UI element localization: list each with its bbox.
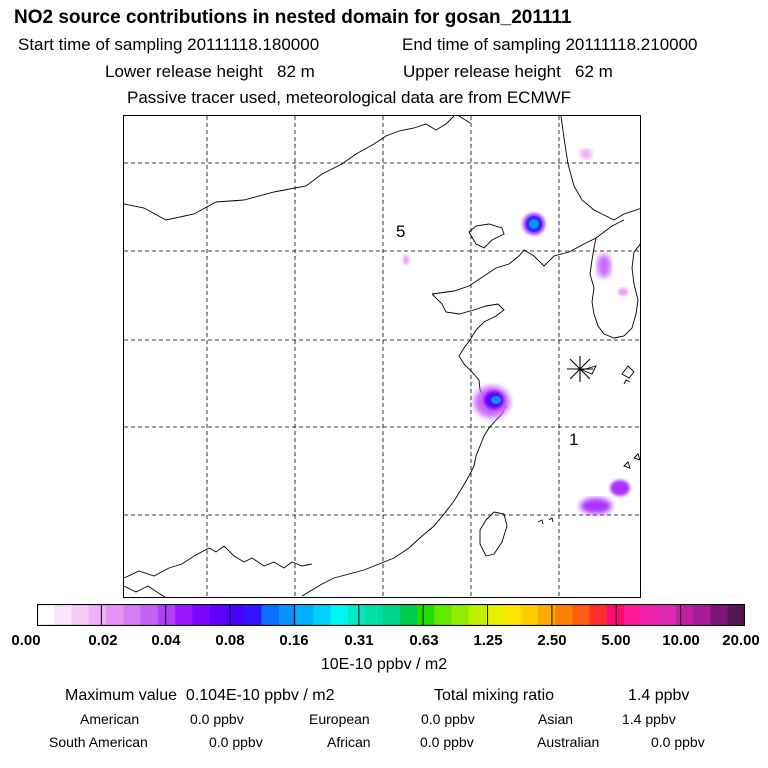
colorbar-swatch <box>88 604 107 626</box>
region-name-american: American <box>80 711 140 727</box>
colorbar-swatch <box>175 604 194 626</box>
colorbar-swatch <box>365 604 383 626</box>
colorbar-swatch <box>37 604 55 626</box>
concentration-plumes <box>403 149 630 514</box>
colorbar-swatch <box>382 604 401 626</box>
colorbar <box>37 604 745 626</box>
colorbar-swatch <box>226 604 245 626</box>
map-label-1: 1 <box>569 430 579 449</box>
colorbar-tick-5: 0.31 <box>344 632 374 649</box>
colorbar-swatch <box>347 604 366 626</box>
colorbar-swatch <box>209 604 228 626</box>
colorbar-swatch <box>157 604 176 626</box>
colorbar-tick-2: 0.04 <box>151 632 181 649</box>
colorbar-tick-8: 2.50 <box>537 632 567 649</box>
maximum-value-label: Maximum value 0.104E-10 ppbv / m2 <box>65 687 335 704</box>
region-name-south-american: South American <box>49 734 148 750</box>
region-value-asian: 1.4 ppbv <box>622 711 676 727</box>
map-coastlines <box>124 116 640 597</box>
end-time-label: End time of sampling 20111118.210000 <box>402 35 698 54</box>
colorbar-swatch <box>658 604 677 626</box>
region-name-asian: Asian <box>538 711 574 727</box>
colorbar-swatch <box>71 604 90 626</box>
colorbar-tick-10: 10.00 <box>662 632 700 649</box>
map-canvas <box>124 116 640 597</box>
start-time-label: Start time of sampling 20111118.180000 <box>18 35 320 54</box>
colorbar-swatch <box>641 604 660 626</box>
plume-korea-south <box>618 288 628 296</box>
colorbar-swatch <box>296 604 314 626</box>
colorbar-swatch <box>434 604 453 626</box>
colorbar-swatch <box>399 604 418 626</box>
colorbar-swatch <box>520 604 539 626</box>
colorbar-swatch <box>330 604 349 626</box>
plume-north <box>580 149 592 159</box>
map-label-5: 5 <box>396 222 406 241</box>
tracer-note: Passive tracer used, meteorological data… <box>127 88 572 107</box>
colorbar-swatch <box>675 604 694 626</box>
colorbar-tick-1: 0.02 <box>88 632 118 649</box>
region-value-european: 0.0 ppbv <box>421 711 475 727</box>
colorbar-tick-3: 0.08 <box>215 632 245 649</box>
colorbar-swatches <box>37 604 745 626</box>
total-mixing-ratio-value: 1.4 ppbv <box>628 687 690 704</box>
colorbar-swatch <box>106 604 124 626</box>
colorbar-swatch <box>727 604 745 626</box>
colorbar-swatch <box>555 604 573 626</box>
colorbar-tick-6: 0.63 <box>409 632 439 649</box>
region-name-african: African <box>327 734 371 750</box>
lower-release-height-label: Lower release height 82 m <box>105 62 315 81</box>
colorbar-swatch <box>261 604 280 626</box>
map-gridlines <box>124 116 640 597</box>
colorbar-swatch <box>416 604 435 626</box>
colorbar-swatch <box>537 604 556 626</box>
colorbar-tick-0: 0.00 <box>11 632 41 649</box>
plume-shanghai-core <box>491 396 501 404</box>
region-value-american: 0.0 ppbv <box>190 711 244 727</box>
colorbar-swatch <box>123 604 142 626</box>
page-title: NO2 source contributions in nested domai… <box>14 7 572 28</box>
colorbar-swatch <box>54 604 73 626</box>
total-mixing-ratio-label: Total mixing ratio <box>434 687 555 704</box>
colorbar-swatch <box>192 604 211 626</box>
colorbar-swatch <box>589 604 608 626</box>
colorbar-swatch <box>313 604 332 626</box>
upper-release-height-label: Upper release height 62 m <box>403 62 613 81</box>
colorbar-tick-7: 1.25 <box>473 632 503 649</box>
colorbar-swatch <box>468 604 487 626</box>
region-value-african: 0.0 ppbv <box>420 734 474 750</box>
colorbar-swatch <box>572 604 591 626</box>
plume-east-sea-1 <box>580 498 612 514</box>
plume-east-sea-2 <box>610 480 630 496</box>
region-name-european: European <box>309 711 370 727</box>
colorbar-swatch <box>503 604 522 626</box>
colorbar-swatch <box>140 604 159 626</box>
colorbar-border <box>37 604 745 626</box>
colorbar-tick-4: 0.16 <box>279 632 309 649</box>
colorbar-tick-11: 20.00 <box>722 632 760 649</box>
colorbar-swatch <box>485 604 504 626</box>
region-name-australian: Australian <box>537 734 600 750</box>
colorbar-swatch <box>693 604 712 626</box>
plume-small <box>403 255 409 265</box>
region-value-australian: 0.0 ppbv <box>651 734 705 750</box>
colorbar-swatch <box>278 604 297 626</box>
colorbar-unit: 10E-10 ppbv / m2 <box>320 656 448 673</box>
colorbar-swatch <box>244 604 263 626</box>
region-value-south-american: 0.0 ppbv <box>209 734 263 750</box>
colorbar-swatch <box>624 604 642 626</box>
plume-bohai-core <box>529 219 539 229</box>
colorbar-swatch <box>451 604 470 626</box>
map-panel: 5 1 <box>123 115 641 598</box>
colorbar-tick-9: 5.00 <box>601 632 631 649</box>
colorbar-swatch <box>710 604 729 626</box>
receptor-asterisk-marker <box>567 356 593 382</box>
plume-korea <box>597 254 611 278</box>
